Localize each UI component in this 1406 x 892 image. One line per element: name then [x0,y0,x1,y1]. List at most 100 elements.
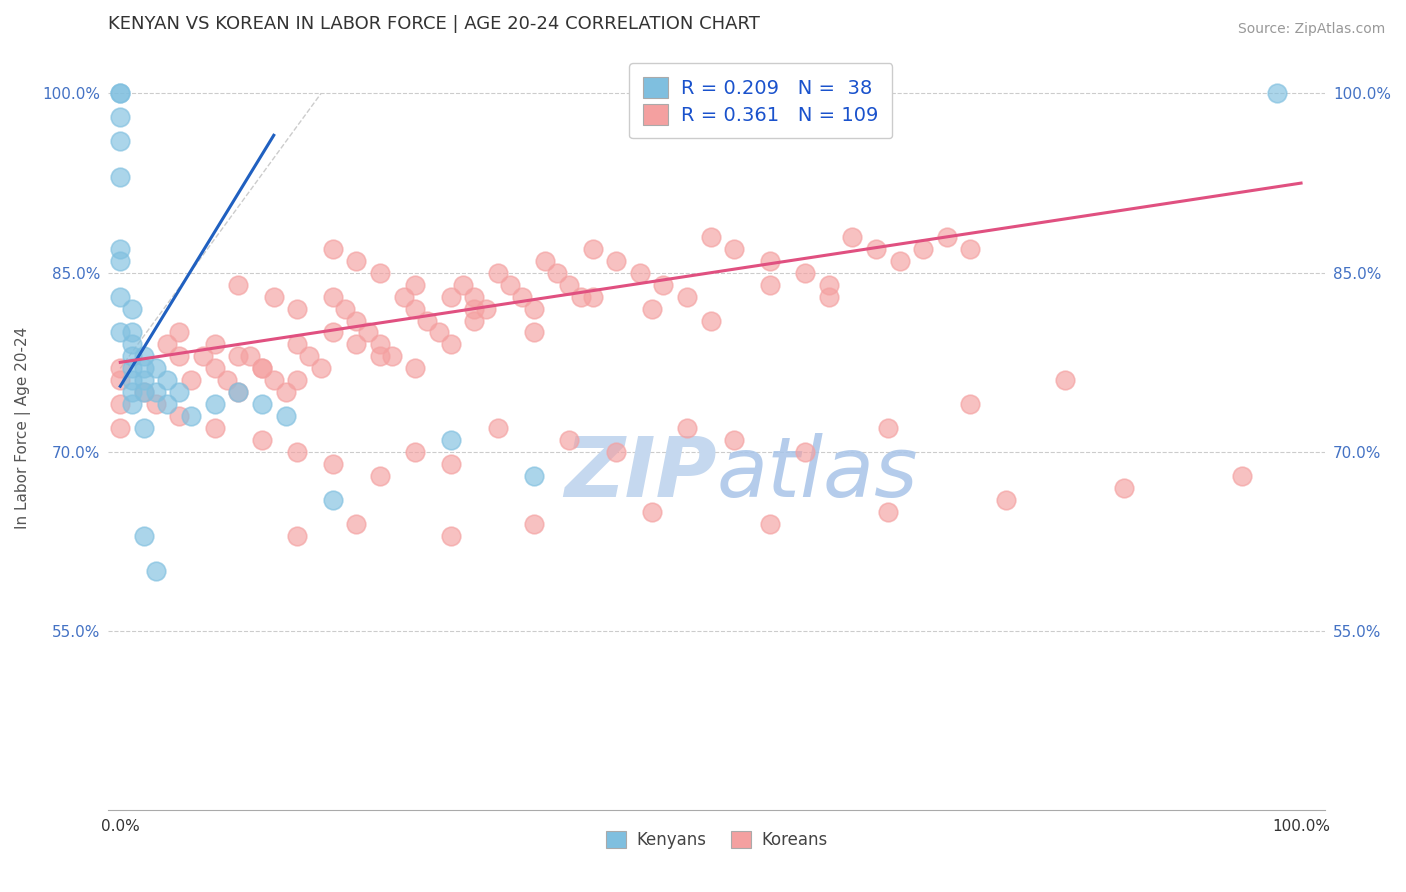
Point [522,301,544,316]
Point [121,326,143,340]
Point [817,290,839,304]
Point [758,516,780,531]
Point [110,253,132,268]
Point [628,266,651,280]
Point [451,277,474,292]
Point [228,385,250,400]
Point [132,373,155,387]
Point [546,266,568,280]
Point [392,290,415,304]
Point [416,313,439,327]
Point [298,350,321,364]
Point [676,290,699,304]
Text: ZIP: ZIP [564,434,717,515]
Point [156,373,179,387]
Point [274,409,297,424]
Point [344,313,367,327]
Point [215,373,238,387]
Point [486,266,509,280]
Y-axis label: In Labor Force | Age 20-24: In Labor Force | Age 20-24 [15,327,31,529]
Point [344,337,367,351]
Point [156,337,179,351]
Point [145,385,167,400]
Point [889,253,911,268]
Point [534,253,557,268]
Point [110,290,132,304]
Point [322,457,344,471]
Point [132,421,155,435]
Point [699,230,721,244]
Point [605,253,627,268]
Point [1267,87,1289,101]
Point [522,516,544,531]
Point [169,326,191,340]
Point [110,421,132,435]
Point [309,361,332,376]
Point [121,301,143,316]
Point [463,301,485,316]
Point [723,242,745,256]
Point [404,445,426,459]
Point [250,433,273,447]
Point [640,301,662,316]
Point [333,301,356,316]
Point [357,326,380,340]
Point [558,433,581,447]
Point [1230,469,1253,483]
Point [322,290,344,304]
Point [110,170,132,185]
Point [169,385,191,400]
Point [605,445,627,459]
Point [817,277,839,292]
Point [169,350,191,364]
Point [287,373,309,387]
Point [440,528,463,542]
Point [876,505,898,519]
Point [475,301,498,316]
Point [344,516,367,531]
Point [228,277,250,292]
Point [865,242,887,256]
Point [368,469,391,483]
Point [191,350,214,364]
Point [204,421,226,435]
Point [640,505,662,519]
Point [1053,373,1076,387]
Point [581,290,603,304]
Legend: Kenyans, Koreans: Kenyans, Koreans [599,824,834,855]
Point [404,277,426,292]
Point [121,337,143,351]
Point [581,242,603,256]
Point [110,111,132,125]
Point [121,373,143,387]
Point [110,242,132,256]
Point [522,326,544,340]
Point [912,242,935,256]
Text: KENYAN VS KOREAN IN LABOR FORCE | AGE 20-24 CORRELATION CHART: KENYAN VS KOREAN IN LABOR FORCE | AGE 20… [108,15,761,33]
Point [463,313,485,327]
Point [250,361,273,376]
Point [510,290,533,304]
Point [169,409,191,424]
Point [876,421,898,435]
Point [344,253,367,268]
Point [959,397,981,411]
Point [440,337,463,351]
Point [250,361,273,376]
Point [121,397,143,411]
Point [145,361,167,376]
Point [463,290,485,304]
Point [569,290,592,304]
Point [287,337,309,351]
Point [110,361,132,376]
Point [263,290,285,304]
Point [110,326,132,340]
Point [558,277,581,292]
Point [145,565,167,579]
Point [250,397,273,411]
Point [794,445,817,459]
Point [287,445,309,459]
Point [994,492,1017,507]
Point [110,87,132,101]
Point [758,277,780,292]
